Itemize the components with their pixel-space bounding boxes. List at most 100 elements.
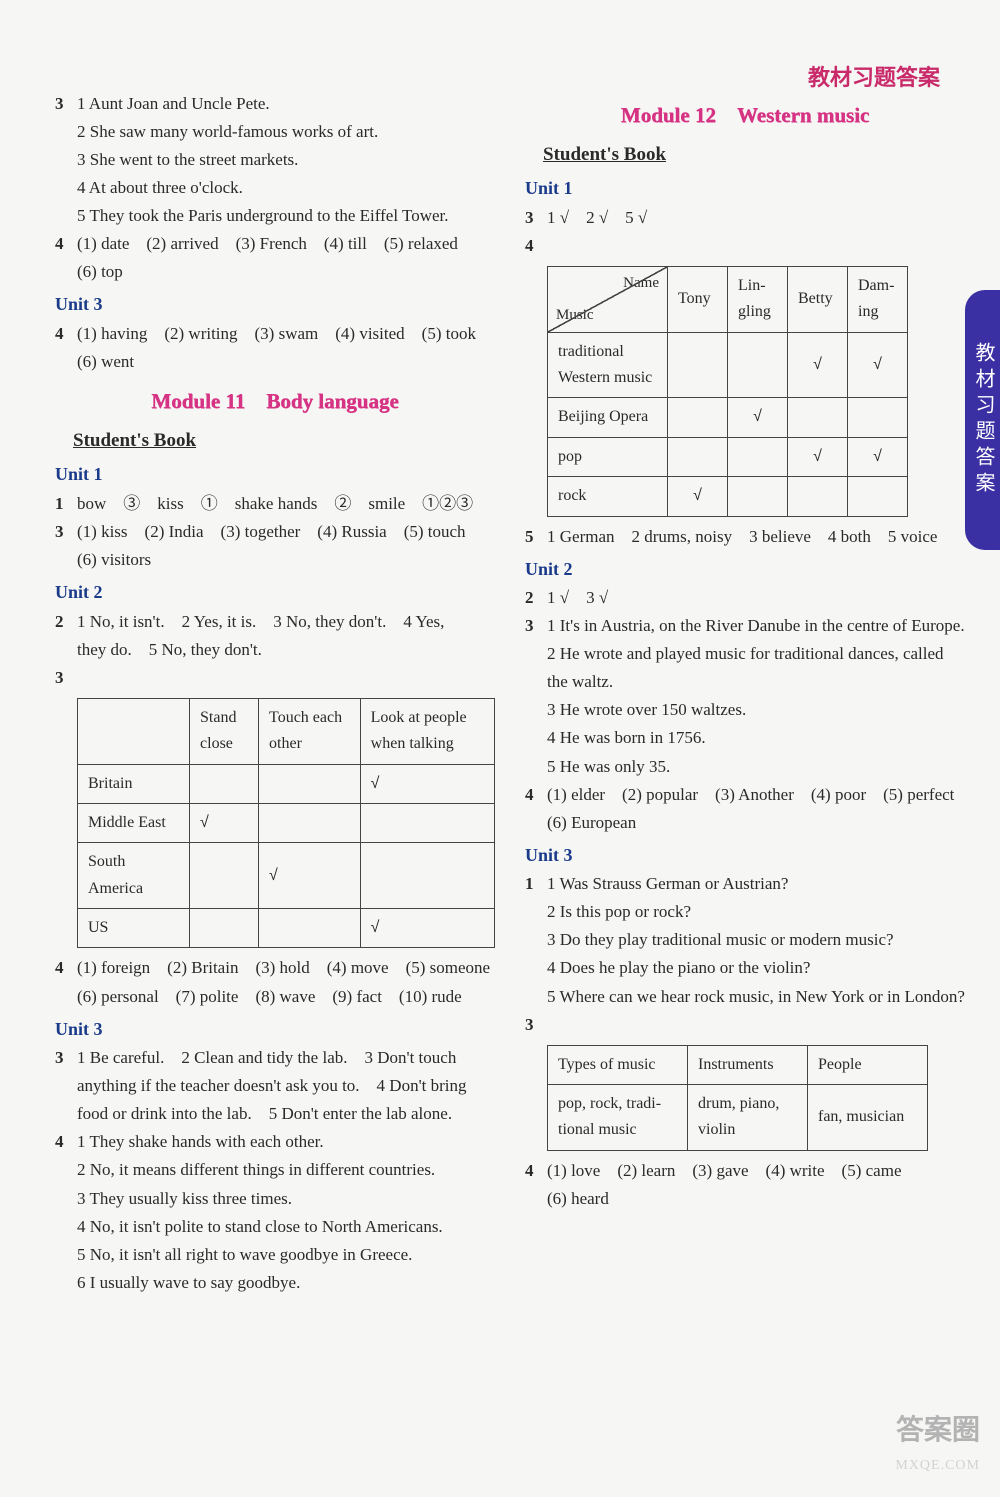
watermark: 答案圈 MXQE.COM (895, 1408, 980, 1477)
answer-line: 1 No, it isn't. 2 Yes, it is. 3 No, they… (77, 608, 444, 636)
qnum: 2 (55, 608, 77, 664)
answer-line: 4 Does he play the piano or the violin? (547, 954, 965, 982)
table-cell: √ (788, 332, 848, 398)
answer-line: 1 It's in Austria, on the River Danube i… (547, 612, 965, 640)
answer-line: (6) European (547, 809, 954, 837)
m12-u2-q3: 3 1 It's in Austria, on the River Danube… (525, 612, 965, 780)
qnum: 4 (55, 954, 77, 1010)
qnum: 4 (55, 1128, 77, 1296)
table-cell: traditional Western music (548, 332, 668, 398)
m12-u1-q5: 5 1 German 2 drums, noisy 3 believe 4 bo… (525, 523, 965, 551)
table-cell: pop (548, 437, 668, 476)
table-cell (668, 398, 728, 437)
qnum: 4 (525, 232, 547, 260)
watermark-url: MXQE.COM (895, 1454, 980, 1477)
qnum: 4 (525, 1157, 547, 1213)
m12-u2-q4: 4 (1) elder (2) popular (3) Another (4) … (525, 781, 965, 837)
body-language-table: Stand closeTouch each otherLook at peopl… (77, 698, 495, 949)
unit-head: Unit 3 (55, 290, 495, 320)
table-header: Touch each other (259, 698, 361, 764)
answer-line: (1) love (2) learn (3) gave (4) write (5… (547, 1157, 902, 1185)
table-cell: fan, musician (808, 1085, 928, 1151)
table-header: Lin-gling (728, 266, 788, 332)
answer-line: (6) top (77, 258, 458, 286)
pre-q3: 3 1 Aunt Joan and Uncle Pete. 2 She saw … (55, 90, 495, 230)
table-cell: pop, rock, tradi-tional music (548, 1085, 688, 1151)
unit-head: Unit 3 (55, 1015, 495, 1045)
answer-line: bow ③ kiss ① shake hands ② smile ①②③ (77, 490, 473, 518)
pre-u3-q4: 4 (1) having (2) writing (3) swam (4) vi… (55, 320, 495, 376)
table-diag-header: NameMusic (548, 266, 668, 332)
table-header: Look at people when talking (360, 698, 494, 764)
qnum: 3 (55, 1044, 77, 1128)
answer-line: 1 Aunt Joan and Uncle Pete. (77, 90, 449, 118)
answer-block: 1 Aunt Joan and Uncle Pete. 2 She saw ma… (77, 90, 449, 230)
answer-line: (1) having (2) writing (3) swam (4) visi… (77, 320, 476, 348)
table-cell: Beijing Opera (548, 398, 668, 437)
table-cell (360, 803, 494, 842)
answer-line: 4 No, it isn't polite to stand close to … (77, 1213, 443, 1241)
answer-line: 5 No, it isn't all right to wave goodbye… (77, 1241, 443, 1269)
qnum: 3 (55, 518, 77, 574)
table-cell (668, 437, 728, 476)
answer-line: (6) went (77, 348, 476, 376)
table-header: Dam-ing (848, 266, 908, 332)
m12-u2-q2: 2 1 √ 3 √ (525, 584, 965, 612)
answer-line: 5 Where can we hear rock music, in New Y… (547, 983, 965, 1011)
answer-block: (1) date (2) arrived (3) French (4) till… (77, 230, 458, 286)
answer-line: (6) personal (7) polite (8) wave (9) fac… (77, 983, 490, 1011)
table-cell (728, 477, 788, 516)
answer-line: food or drink into the lab. 5 Don't ente… (77, 1100, 467, 1128)
answer-line: 5 They took the Paris underground to the… (77, 202, 449, 230)
answer-line: 1 √ 3 √ (547, 584, 608, 612)
m11-u3-q3: 3 1 Be careful. 2 Clean and tidy the lab… (55, 1044, 495, 1128)
qnum: 4 (55, 230, 77, 286)
answer-line: 6 I usually wave to say goodbye. (77, 1269, 443, 1297)
answer-block: 1 Be careful. 2 Clean and tidy the lab. … (77, 1044, 467, 1128)
answer-line: 4 He was born in 1756. (547, 724, 965, 752)
table-header (78, 698, 190, 764)
qnum: 3 (525, 1011, 547, 1039)
answer-line: they do. 5 No, they don't. (77, 636, 444, 664)
table-header: Tony (668, 266, 728, 332)
m11-u2-q3: 3 (55, 664, 495, 692)
m12-u3-q1: 1 1 Was Strauss German or Austrian?2 Is … (525, 870, 965, 1010)
table-cell: √ (848, 437, 908, 476)
answer-line: 3 Do they play traditional music or mode… (547, 926, 965, 954)
qnum: 3 (525, 204, 547, 232)
unit-head: Unit 1 (55, 460, 495, 490)
table-cell (259, 909, 361, 948)
table-cell (728, 332, 788, 398)
answer-line: 2 No, it means different things in diffe… (77, 1156, 443, 1184)
answer-block: 1 Was Strauss German or Austrian?2 Is th… (547, 870, 965, 1010)
qnum: 3 (525, 612, 547, 780)
answer-line: 2 She saw many world-famous works of art… (77, 118, 449, 146)
m11-u3-q4: 4 1 They shake hands with each other. 2 … (55, 1128, 495, 1296)
unit-head: Unit 1 (525, 174, 965, 204)
table-cell (788, 398, 848, 437)
answer-line: 1 They shake hands with each other. (77, 1128, 443, 1156)
answer-line: (1) date (2) arrived (3) French (4) till… (77, 230, 458, 258)
answer-line: (6) visitors (77, 546, 466, 574)
right-column: Module 12 Western music Student's Book U… (525, 90, 965, 1297)
answer-line: (1) foreign (2) Britain (3) hold (4) mov… (77, 954, 490, 982)
answer-block: 1 It's in Austria, on the River Danube i… (547, 612, 965, 780)
answer-line: 4 At about three o'clock. (77, 174, 449, 202)
table-header: People (808, 1045, 928, 1084)
m12-u1-q3: 3 1 √ 2 √ 5 √ (525, 204, 965, 232)
m11-u1-q1: 1 bow ③ kiss ① shake hands ② smile ①②③ (55, 490, 495, 518)
qnum: 3 (55, 90, 77, 230)
table-cell: US (78, 909, 190, 948)
music-pref-table: NameMusicTonyLin-glingBettyDam-ingtradit… (547, 266, 908, 517)
table-cell: √ (848, 332, 908, 398)
unit-head: Unit 2 (525, 555, 965, 585)
table-header: Stand close (190, 698, 259, 764)
m11-u1-q3: 3 (1) kiss (2) India (3) together (4) Ru… (55, 518, 495, 574)
qnum: 1 (55, 490, 77, 518)
unit-head: Unit 3 (525, 841, 965, 871)
module12-head: Module 12 Western music (525, 98, 965, 133)
student-book-head: Student's Book (73, 425, 495, 456)
qnum: 4 (55, 320, 77, 376)
qnum: 5 (525, 523, 547, 551)
answer-line: 3 She went to the street markets. (77, 146, 449, 174)
